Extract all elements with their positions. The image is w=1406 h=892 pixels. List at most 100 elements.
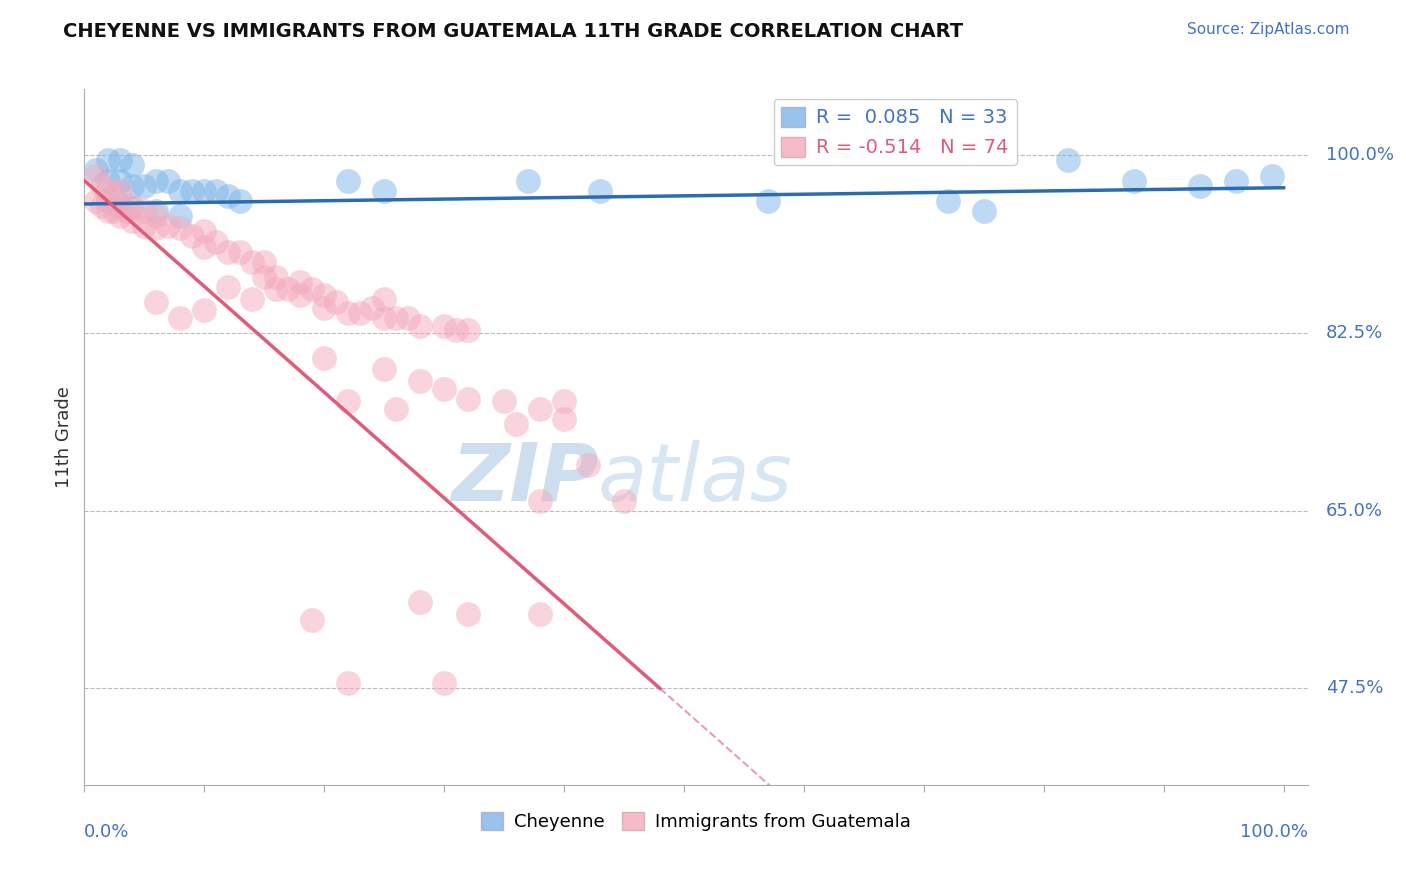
Text: atlas: atlas [598, 440, 793, 518]
Point [97, 153, 120, 168]
Point [385, 310, 408, 325]
Text: 65.0%: 65.0% [1326, 501, 1384, 520]
Point [337, 676, 360, 690]
Point [1056, 153, 1078, 168]
Point [409, 374, 432, 388]
Point [145, 209, 167, 223]
Text: ZIP: ZIP [451, 440, 598, 518]
Point [97, 194, 120, 208]
Point [169, 221, 191, 235]
Point [229, 194, 252, 208]
Point [277, 282, 299, 296]
Point [121, 199, 143, 213]
Point [349, 306, 371, 320]
Point [86, 163, 108, 178]
Point [373, 361, 395, 376]
Point [103, 189, 125, 203]
Text: Source: ZipAtlas.com: Source: ZipAtlas.com [1187, 22, 1350, 37]
Point [264, 282, 287, 296]
Point [589, 184, 612, 198]
Point [337, 173, 360, 187]
Point [457, 607, 479, 622]
Text: 47.5%: 47.5% [1326, 680, 1384, 698]
Point [494, 394, 516, 409]
Point [936, 194, 959, 208]
Point [86, 169, 108, 183]
Point [409, 595, 432, 609]
Point [396, 310, 419, 325]
Legend: Cheyenne, Immigrants from Guatemala: Cheyenne, Immigrants from Guatemala [474, 805, 918, 838]
Point [517, 173, 540, 187]
Point [301, 282, 323, 296]
Point [169, 209, 191, 223]
Point [337, 394, 360, 409]
Point [217, 189, 239, 203]
Point [181, 229, 204, 244]
Point [576, 458, 599, 472]
Point [1188, 178, 1211, 193]
Point [973, 204, 995, 219]
Point [115, 204, 138, 219]
Point [193, 239, 215, 253]
Point [756, 194, 779, 208]
Point [529, 402, 551, 417]
Point [193, 224, 215, 238]
Point [253, 270, 276, 285]
Point [301, 614, 323, 628]
Point [505, 417, 527, 432]
Text: 100.0%: 100.0% [1240, 823, 1308, 841]
Point [145, 295, 167, 310]
Point [110, 209, 132, 223]
Y-axis label: 11th Grade: 11th Grade [55, 386, 73, 488]
Point [97, 184, 120, 198]
Point [110, 173, 132, 187]
Point [169, 310, 191, 325]
Point [373, 293, 395, 307]
Point [110, 153, 132, 168]
Point [157, 219, 180, 234]
Point [433, 318, 456, 333]
Point [121, 178, 143, 193]
Point [134, 178, 156, 193]
Point [103, 204, 125, 219]
Text: 82.5%: 82.5% [1326, 324, 1384, 342]
Point [145, 173, 167, 187]
Point [409, 318, 432, 333]
Point [121, 158, 143, 172]
Point [193, 302, 215, 317]
Text: 100.0%: 100.0% [1326, 146, 1393, 164]
Point [217, 244, 239, 259]
Point [181, 184, 204, 198]
Point [361, 301, 384, 315]
Point [373, 310, 395, 325]
Point [121, 201, 143, 215]
Point [1260, 169, 1282, 183]
Point [229, 244, 252, 259]
Point [314, 288, 336, 302]
Point [1225, 173, 1247, 187]
Point [205, 235, 228, 249]
Point [529, 607, 551, 622]
Point [373, 184, 395, 198]
Point [91, 178, 114, 193]
Text: CHEYENNE VS IMMIGRANTS FROM GUATEMALA 11TH GRADE CORRELATION CHART: CHEYENNE VS IMMIGRANTS FROM GUATEMALA 11… [63, 22, 963, 41]
Point [325, 295, 347, 310]
Point [314, 301, 336, 315]
Point [121, 214, 143, 228]
Point [145, 204, 167, 219]
Point [1122, 173, 1144, 187]
Point [337, 306, 360, 320]
Point [290, 288, 312, 302]
Point [553, 394, 575, 409]
Point [205, 184, 228, 198]
Point [91, 199, 114, 213]
Point [134, 204, 156, 219]
Point [385, 402, 408, 417]
Point [240, 255, 263, 269]
Point [444, 323, 467, 337]
Point [110, 184, 132, 198]
Point [217, 280, 239, 294]
Point [529, 493, 551, 508]
Point [457, 323, 479, 337]
Point [169, 184, 191, 198]
